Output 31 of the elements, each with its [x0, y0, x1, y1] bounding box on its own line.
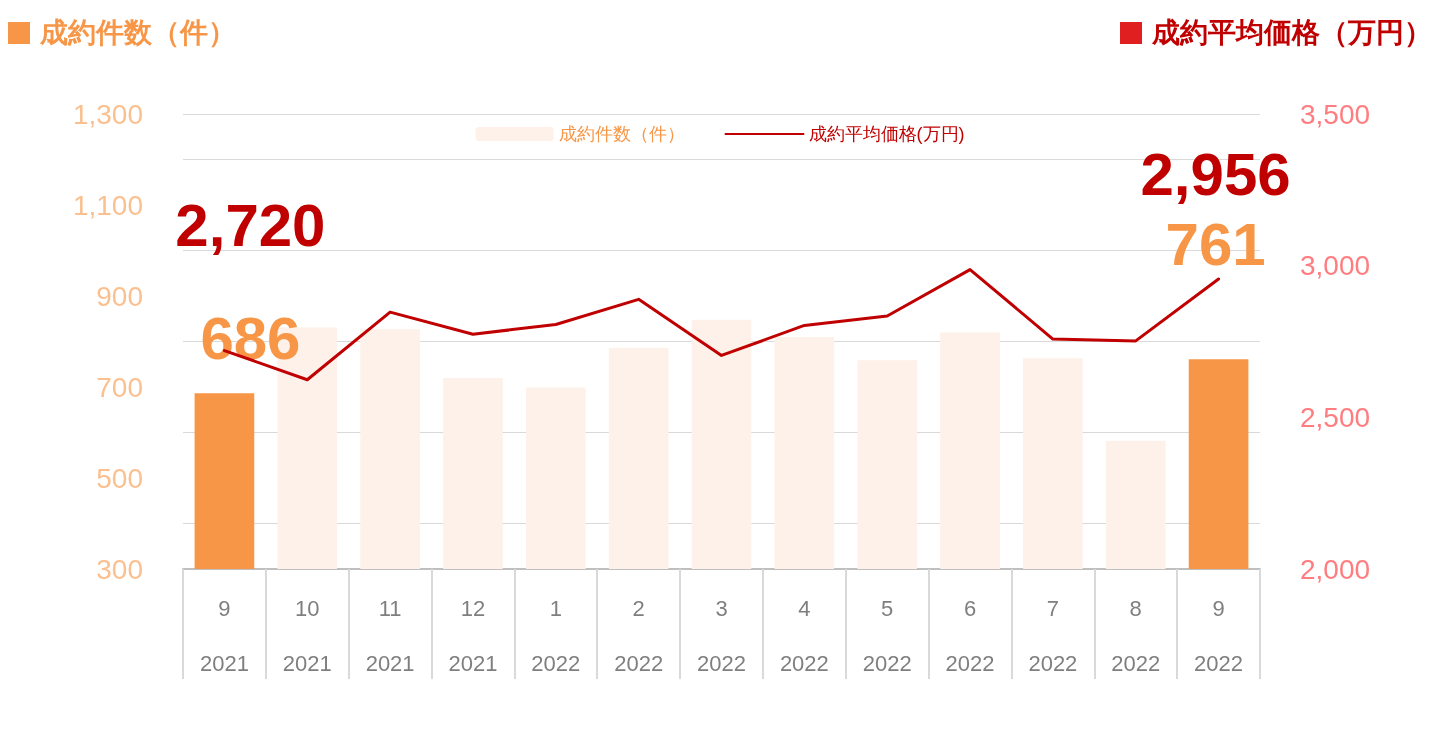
category-label: 10 2021 [282, 596, 332, 676]
y-axis-title: 成約件数（件） [40, 15, 236, 51]
category-label: 12 2021 [448, 596, 498, 676]
legend-label: 成約件数（件） [558, 124, 685, 144]
y-tick-label: 1,100 [72, 189, 143, 221]
category-label: 5 2022 [862, 596, 912, 676]
category-label: 9 2022 [1194, 596, 1244, 676]
y-tick-label: 900 [96, 280, 143, 312]
y-tick-label: 300 [96, 553, 143, 585]
category-label: 11 2021 [365, 596, 415, 676]
category-label: 6 2022 [945, 596, 995, 676]
category-label: 7 2022 [1028, 596, 1078, 676]
category-label: 9 2021 [199, 596, 249, 676]
y2-axis-title: 成約平均価格（万円） [1152, 15, 1432, 51]
y-tick-label: 700 [96, 371, 143, 403]
y2-tick-label: 2,500 [1300, 401, 1371, 433]
category-label: 2 2022 [614, 596, 664, 676]
y-tick-label: 500 [96, 462, 143, 494]
data-label: 686 [200, 304, 301, 372]
y2-tick-label: 3,000 [1300, 250, 1371, 282]
data-label: 2,720 [175, 192, 326, 260]
category-label: 3 2022 [697, 596, 746, 676]
category-label: 4 2022 [779, 596, 829, 676]
y2-tick-label: 3,500 [1300, 98, 1371, 130]
category-label: 8 2022 [1111, 596, 1161, 676]
data-label: 761 [1165, 210, 1266, 278]
legend-label: 成約平均価格(万円) [808, 124, 965, 144]
y2-tick-label: 2,000 [1300, 553, 1371, 585]
y-tick-label: 1,300 [72, 98, 143, 130]
data-label: 2,956 [1140, 140, 1291, 208]
category-label: 1 2022 [531, 596, 581, 676]
